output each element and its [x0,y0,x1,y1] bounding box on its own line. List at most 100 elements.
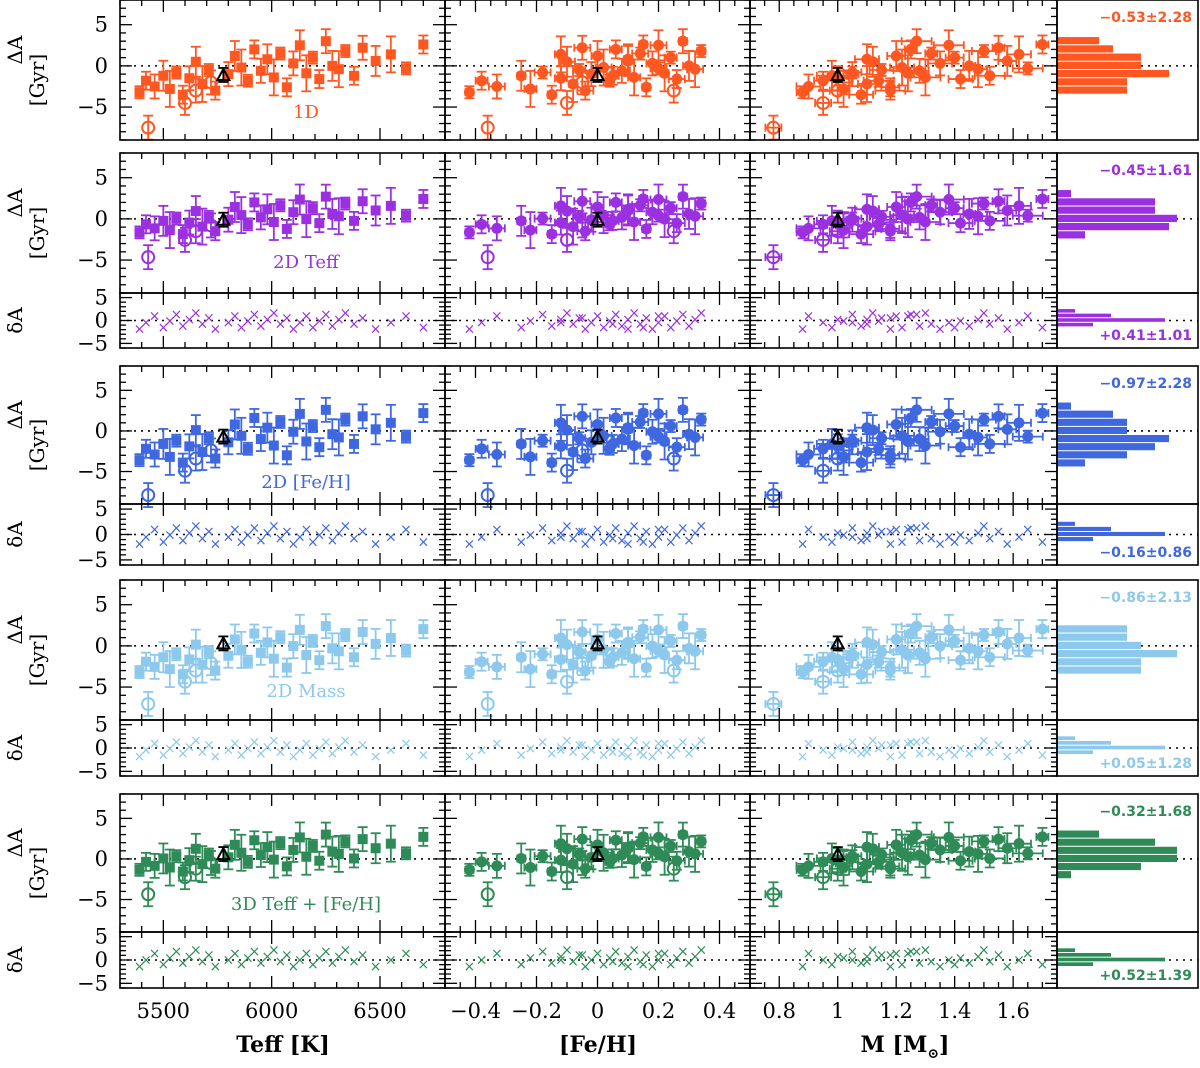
data-point-square [401,63,411,74]
series-2D_Teff-mass: × ××× ×××× ×× ××× ××× ××× ××××××××××××××× ××× [764,183,1050,338]
data-point-square [242,443,253,454]
data-point-circle [524,451,536,463]
data-point-square [268,653,279,664]
data-point-circle [637,38,649,50]
open-circle-point [480,488,495,503]
data-point-square [141,75,151,86]
data-point-square [385,49,396,60]
open-circle-point [766,120,781,135]
residual-cross: × [817,529,829,545]
data-point-circle [919,216,931,228]
data-point-circle [576,626,588,638]
residual-cross: × [637,748,649,764]
histogram-bar [1057,426,1127,434]
data-point-circle [911,191,923,203]
open-circle-point [141,488,156,503]
residual-cross: × [348,744,360,760]
residual-cross: × [592,736,604,752]
residual-cross: × [573,524,585,540]
data-point-circle [463,86,475,98]
residual-cross: × [417,320,429,336]
histogram-bar [1057,206,1155,214]
data-point-circle [546,89,558,101]
data-point-square [158,438,169,449]
residual-cross: × [838,741,850,757]
residual-cross: × [677,734,689,750]
data-point-circle [665,52,677,64]
x-ticks-mass [749,0,1058,140]
residual-cross: × [209,536,221,552]
residual-cross: × [683,533,695,549]
data-point-circle [653,62,664,74]
data-point-circle [802,661,814,673]
y-label-DeltaA: ΔA [3,615,27,644]
residual-cross: × [683,318,695,334]
residual-cross: × [984,317,996,333]
residual-cross: × [177,746,189,762]
histogram-bar [1057,410,1113,418]
sun-marker [215,635,232,650]
residual-cross: × [476,315,488,331]
open-circle-point [204,656,218,671]
residual-cross: × [491,736,503,752]
data-point-square [418,193,429,204]
residual-cross: × [647,749,659,765]
data-point-circle [993,410,1005,422]
residual-cross: × [934,322,946,338]
data-point-circle [1013,417,1025,429]
residual-cross: × [274,317,286,333]
data-point-square [158,215,169,226]
residual-cross: × [281,310,293,326]
data-point-square [370,55,381,66]
data-point-circle [515,70,527,82]
histogram-bar [1057,666,1141,674]
residual-cross: × [339,519,351,535]
data-point-circle [640,223,652,235]
residual-cross: × [203,738,215,754]
residual-cross: × [170,307,182,323]
data-point-square [294,624,305,635]
residual-cross: × [884,738,896,754]
residual-cross: × [209,322,221,338]
residual-cross: × [797,536,809,552]
residual-cross: × [1037,535,1049,551]
data-point-circle [653,431,664,443]
data-point-square [320,191,331,202]
data-point-circle [902,213,914,225]
residual-cross: × [248,520,260,536]
data-point-circle [610,43,622,55]
residual-cross: × [689,739,701,755]
residual-cross: × [920,519,932,535]
data-point-square [177,669,188,680]
histogram-bar-residual [1057,318,1165,322]
residual-cross: × [911,734,923,750]
residual-cross: × [873,741,885,757]
data-point-square [236,210,247,221]
residual-cross: × [905,734,917,750]
histogram-bar [1057,45,1113,53]
data-point-circle [610,628,622,640]
data-point-circle [524,224,536,236]
data-point-circle [1022,210,1034,222]
sun-marker [830,211,846,226]
residual-cross: × [610,734,622,750]
data-point-square [262,637,273,648]
data-point-circle [934,57,946,69]
data-point-circle [476,656,488,668]
data-point-square [164,83,175,94]
residual-cross: × [261,312,273,328]
y-tick-label: 0 [95,309,108,333]
residual-cross: × [943,529,955,545]
residual-cross: × [255,533,267,549]
data-point-square [268,217,279,228]
residual-cross: × [229,309,241,325]
residual-cross: × [972,739,984,755]
data-point-square [288,207,299,218]
data-point-circle [890,50,902,62]
data-point-square [171,435,182,446]
residual-cross: × [576,524,588,540]
data-point-square [141,219,151,230]
data-point-square [333,64,344,75]
residual-cross: × [400,736,412,752]
histogram-2D_Mass [1057,625,1177,754]
